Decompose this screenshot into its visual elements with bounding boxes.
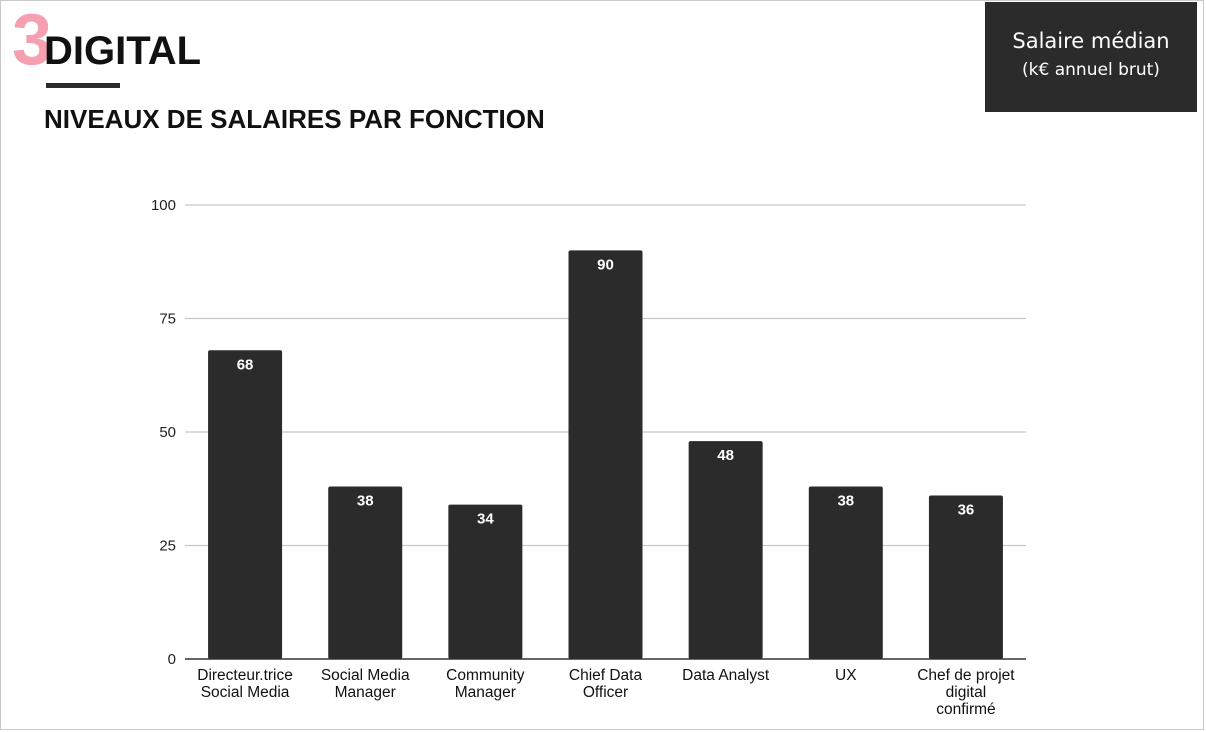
bar (568, 250, 643, 659)
legend-title: Salaire médian (1012, 29, 1170, 53)
x-tick-label: Data Analyst (682, 667, 770, 684)
chart-subtitle: NIVEAUX DE SALAIRES PAR FONCTION (44, 104, 545, 134)
bar-data-label: 36 (958, 502, 975, 519)
x-tick-label: Manager (455, 684, 516, 701)
bar-data-label: 38 (837, 492, 854, 509)
x-tick-label: Social Media (201, 684, 290, 701)
bar (688, 441, 763, 659)
x-tick-label: UX (835, 667, 857, 684)
bar (808, 486, 883, 659)
legend-unit: (k€ annuel brut) (1022, 60, 1160, 80)
bar (328, 486, 403, 659)
x-tick-label: Directeur.trice (197, 667, 293, 684)
bar (928, 495, 1003, 659)
bar-data-label: 90 (597, 256, 614, 273)
bar (448, 504, 523, 659)
y-tick-label: 50 (159, 424, 176, 441)
title-underline (46, 83, 120, 88)
x-tick-label: Officer (583, 684, 628, 701)
x-tick-label: confirmé (936, 701, 995, 718)
section-title: DIGITAL (44, 29, 202, 73)
y-tick-label: 100 (151, 197, 176, 214)
x-tick-label: Social Media (321, 667, 410, 684)
unit-legend-box: Salaire médian (k€ annuel brut) (985, 2, 1197, 112)
bar (208, 350, 283, 659)
x-tick-label: digital (946, 684, 987, 701)
bar-data-label: 38 (357, 492, 374, 509)
x-tick-label: Community (446, 667, 525, 684)
y-tick-label: 75 (159, 311, 176, 328)
x-tick-label: Manager (335, 684, 396, 701)
bar-data-label: 48 (717, 447, 734, 464)
y-tick-label: 0 (168, 651, 176, 668)
x-tick-label: Chief Data (569, 667, 643, 684)
bar-data-label: 68 (237, 356, 254, 373)
y-tick-label: 25 (159, 538, 176, 555)
bar-data-label: 34 (477, 511, 494, 528)
section-number: 3 (12, 0, 53, 80)
x-tick-label: Chef de projet (917, 667, 1015, 684)
